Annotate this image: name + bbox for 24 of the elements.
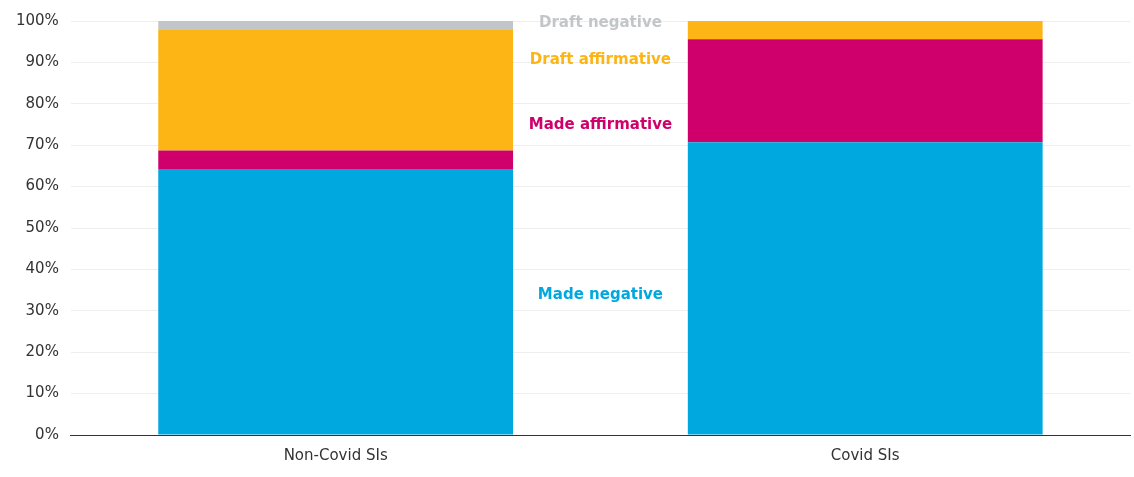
y-tick-label: 80% [25,93,59,112]
series-label: Made negative [537,285,664,304]
y-tick-label: 70% [25,135,59,154]
bar [158,21,514,30]
bar [687,21,1043,40]
bar [158,29,514,151]
y-tick-label: 30% [25,300,59,319]
series-label: Draft negative [539,12,662,31]
series-label: Draft affirmative [529,49,672,68]
y-tick-label: 100% [15,10,59,29]
x-tick-label: Covid SIs [830,445,900,464]
y-tick-label: 50% [25,217,59,236]
bar [158,169,514,435]
bar [158,150,514,170]
y-tick-label: 20% [25,342,59,361]
bar [687,39,1043,143]
bar [687,142,1043,435]
y-tick-label: 10% [25,383,59,402]
y-tick-label: 60% [25,176,59,195]
x-tick-label: Non-Covid SIs [283,445,388,464]
y-tick-label: 90% [25,52,59,71]
y-tick-label: 0% [35,424,59,443]
y-tick-label: 40% [25,259,59,278]
series-label: Made affirmative [528,115,673,134]
